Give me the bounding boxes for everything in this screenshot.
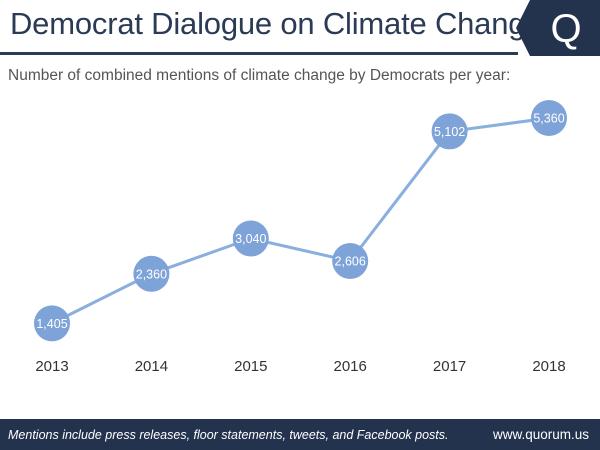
data-point-2015	[232, 220, 269, 257]
quorum-logo[interactable]: Q	[516, 0, 600, 56]
data-point-2016	[332, 243, 369, 280]
data-point-2013	[34, 305, 70, 342]
data-point-2017	[431, 113, 468, 150]
quorum-q-logo-icon: Q	[550, 7, 581, 51]
data-label-2014: 2,360	[136, 267, 167, 281]
data-label-2016: 2,606	[335, 255, 366, 269]
data-label-2013: 1,405	[36, 317, 67, 331]
data-point-2018	[531, 100, 567, 137]
series-line-path	[51, 116, 550, 325]
x-tick-label-2014: 2014	[135, 358, 168, 375]
data-label-2018: 5,360	[533, 112, 564, 126]
x-tick-label-2015: 2015	[234, 358, 267, 375]
x-tick-label-2013: 2013	[35, 358, 68, 375]
x-tick-label-2016: 2016	[334, 358, 367, 375]
data-label-2017: 5,102	[434, 125, 465, 139]
x-tick-label-2018: 2018	[532, 358, 565, 375]
footer-bar: Mentions include press releases, floor s…	[0, 419, 600, 450]
logo-background	[516, 0, 600, 56]
footer-note: Mentions include press releases, floor s…	[8, 428, 449, 442]
footer-url[interactable]: www.quorum.us	[492, 427, 589, 442]
series-line	[51, 116, 550, 325]
chart-subtitle: Number of combined mentions of climate c…	[8, 67, 511, 84]
chart-title: Democrat Dialogue on Climate Change	[10, 6, 543, 41]
x-tick-label-2017: 2017	[433, 358, 466, 375]
data-point-2014	[133, 255, 170, 292]
x-axis-ticks: 2013 2014 2015 2016 2017 2018	[35, 358, 565, 375]
series-points: 1,405 2,360 3,040 2,606 5,102 5,360	[34, 100, 567, 342]
data-label-2015: 3,040	[235, 232, 266, 246]
title-underline	[0, 52, 518, 55]
